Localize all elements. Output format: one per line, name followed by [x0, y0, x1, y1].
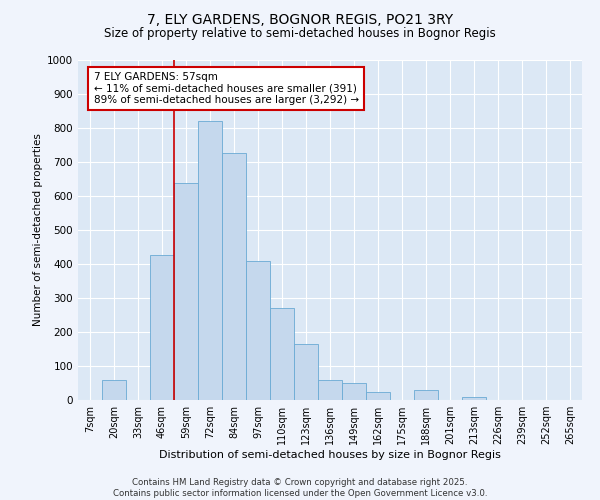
Bar — [270, 308, 294, 400]
Bar — [150, 256, 174, 400]
Bar — [342, 383, 366, 400]
Y-axis label: Number of semi-detached properties: Number of semi-detached properties — [33, 134, 43, 326]
Bar — [198, 121, 222, 400]
Bar — [246, 260, 270, 400]
Bar — [414, 390, 438, 400]
Bar — [222, 153, 246, 400]
Bar — [462, 396, 486, 400]
Bar — [318, 380, 342, 400]
X-axis label: Distribution of semi-detached houses by size in Bognor Regis: Distribution of semi-detached houses by … — [159, 450, 501, 460]
Bar — [294, 344, 318, 400]
Text: Contains HM Land Registry data © Crown copyright and database right 2025.
Contai: Contains HM Land Registry data © Crown c… — [113, 478, 487, 498]
Text: 7, ELY GARDENS, BOGNOR REGIS, PO21 3RY: 7, ELY GARDENS, BOGNOR REGIS, PO21 3RY — [147, 12, 453, 26]
Bar — [174, 184, 198, 400]
Text: Size of property relative to semi-detached houses in Bognor Regis: Size of property relative to semi-detach… — [104, 28, 496, 40]
Bar — [102, 380, 126, 400]
Bar — [366, 392, 390, 400]
Text: 7 ELY GARDENS: 57sqm
← 11% of semi-detached houses are smaller (391)
89% of semi: 7 ELY GARDENS: 57sqm ← 11% of semi-detac… — [94, 72, 359, 105]
